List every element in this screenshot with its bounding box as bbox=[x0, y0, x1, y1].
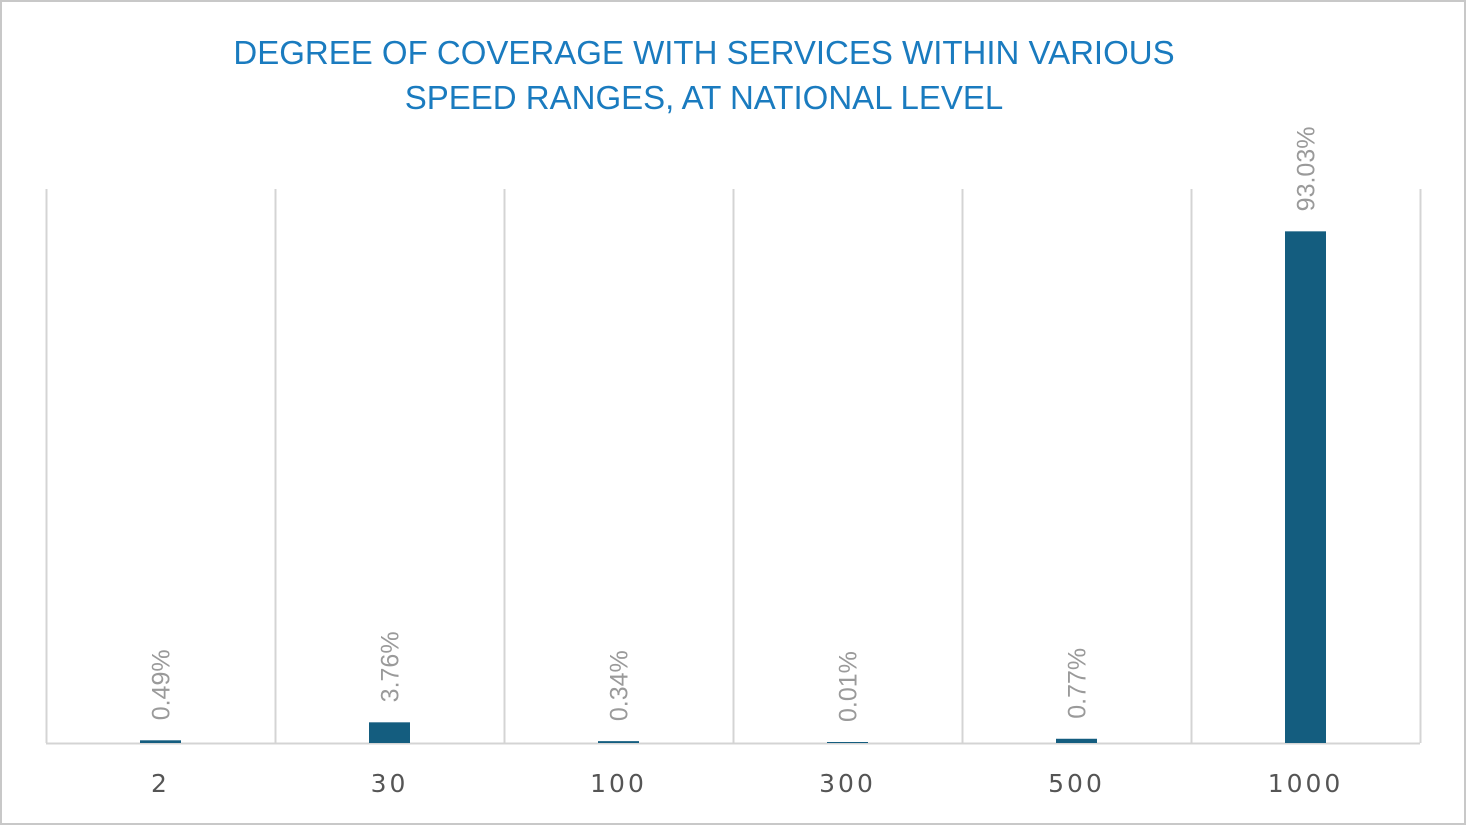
data-label-100: 0.34% bbox=[606, 650, 634, 721]
bar-300 bbox=[827, 742, 868, 743]
x-tick-label-2: 2 bbox=[151, 769, 170, 798]
data-label-2: 0.49% bbox=[148, 649, 176, 720]
x-tick-label-300: 300 bbox=[819, 769, 876, 798]
x-tick-label-100: 100 bbox=[590, 769, 647, 798]
x-tick-label-30: 30 bbox=[371, 769, 409, 798]
bar-1000 bbox=[1285, 231, 1326, 743]
bar-2 bbox=[140, 740, 181, 743]
x-tick-label-1000: 1000 bbox=[1268, 769, 1344, 798]
x-tick-label-500: 500 bbox=[1048, 769, 1105, 798]
data-label-300: 0.01% bbox=[835, 651, 863, 722]
bar-500 bbox=[1056, 738, 1097, 743]
data-label-1000: 93.03% bbox=[1293, 127, 1321, 212]
bar-30 bbox=[369, 722, 410, 743]
chart-title: DEGREE OF COVERAGE WITH SERVICES WITHIN … bbox=[233, 34, 1175, 116]
data-label-30: 3.76% bbox=[377, 631, 405, 702]
data-label-500: 0.77% bbox=[1064, 648, 1092, 719]
bar-100 bbox=[598, 741, 639, 743]
